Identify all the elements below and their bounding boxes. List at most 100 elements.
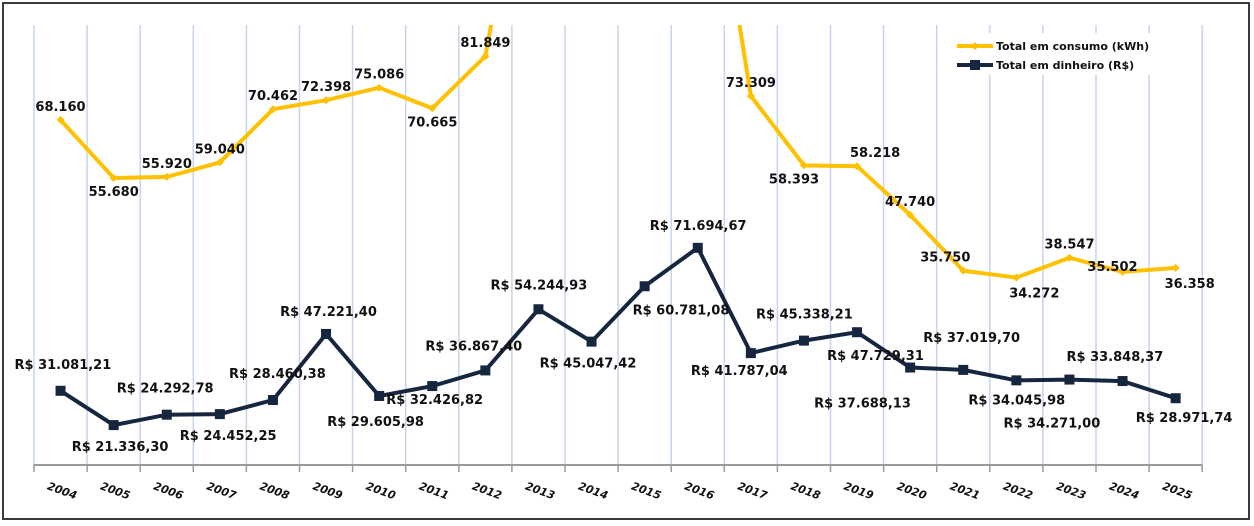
data-point-consumo	[1171, 263, 1180, 272]
x-tick-label: 2010	[364, 480, 398, 503]
x-tick-label: 2025	[1161, 480, 1195, 503]
data-label-dinheiro: R$ 37.688,13	[814, 397, 911, 412]
x-tick-label: 2008	[258, 480, 292, 503]
data-point-dinheiro	[586, 336, 597, 347]
data-point-dinheiro	[1011, 375, 1022, 386]
x-tick-label: 2007	[205, 480, 239, 503]
data-label-dinheiro: R$ 34.271,00	[1004, 417, 1101, 432]
data-point-dinheiro	[533, 304, 544, 315]
data-label-consumo: 70.462	[248, 89, 298, 104]
data-label-consumo: 58.218	[850, 146, 900, 161]
legend: Total em consumo (kWh) Total em dinheiro…	[955, 33, 1155, 75]
x-tick-label: 2013	[523, 480, 557, 503]
data-label-dinheiro: R$ 34.045,98	[968, 393, 1065, 408]
data-point-consumo	[56, 115, 65, 124]
x-tick-label: 2021	[948, 480, 981, 503]
data-label-consumo: 73.309	[726, 76, 776, 91]
data-label-dinheiro: R$ 28.460,38	[229, 367, 326, 382]
x-axis	[33, 464, 1203, 472]
legend-diamond-icon	[971, 42, 979, 50]
data-point-consumo	[1012, 273, 1021, 282]
data-point-dinheiro	[745, 348, 756, 359]
data-point-dinheiro	[798, 335, 809, 346]
x-axis-tick-labels: 2004 2005 2006 2007 2008 2009 2010 2011 2012 2013…	[46, 480, 1195, 503]
x-tick-label: 2017	[736, 480, 770, 503]
data-label-dinheiro: R$ 45.338,21	[756, 308, 853, 323]
series-line-consumo	[59, 25, 1176, 280]
x-tick-label: 2011	[417, 480, 450, 503]
data-label-dinheiro: R$ 29.605,98	[327, 415, 424, 430]
data-point-dinheiro	[267, 395, 278, 406]
data-label-consumo: 36.358	[1165, 277, 1215, 292]
data-label-consumo: 59.040	[195, 142, 245, 157]
data-label-dinheiro: R$ 28.971,74	[1136, 411, 1233, 426]
data-point-consumo	[109, 173, 118, 182]
data-point-dinheiro	[161, 409, 172, 420]
data-point-consumo	[375, 83, 384, 92]
data-point-consumo	[906, 210, 915, 219]
data-point-dinheiro	[55, 385, 66, 396]
x-tick-label: 2005	[99, 480, 133, 503]
data-label-dinheiro: R$ 32.426,82	[386, 393, 483, 408]
x-tick-label: 2006	[152, 480, 186, 503]
data-label-dinheiro: R$ 24.292,78	[117, 382, 214, 397]
data-label-consumo: 70.665	[407, 115, 457, 130]
x-tick-label: 2004	[46, 480, 79, 503]
data-label-consumo: 55.920	[142, 157, 192, 172]
data-point-consumo	[1065, 253, 1074, 262]
data-point-consumo	[746, 91, 755, 100]
data-point-consumo	[481, 52, 490, 61]
x-tick-label: 2016	[683, 480, 717, 503]
data-label-consumo: 72.398	[301, 80, 351, 95]
data-point-dinheiro	[1064, 374, 1075, 385]
x-tick-label: 2018	[789, 480, 823, 503]
legend-label-consumo: Total em consumo (kWh)	[996, 40, 1149, 53]
data-point-dinheiro	[427, 381, 438, 392]
data-point-consumo	[162, 172, 171, 181]
data-label-consumo: 47.740	[885, 195, 935, 210]
data-point-dinheiro	[1117, 376, 1128, 387]
x-tick-label: 2024	[1108, 480, 1141, 503]
data-label-consumo: 35.750	[920, 251, 970, 266]
x-tick-label: 2009	[311, 480, 345, 503]
data-point-consumo	[428, 104, 437, 113]
data-point-dinheiro	[480, 365, 491, 376]
data-point-consumo	[322, 96, 331, 105]
data-label-consumo: 75.086	[354, 68, 404, 83]
data-label-dinheiro: R$ 54.244,93	[491, 278, 588, 293]
data-point-dinheiro	[108, 420, 119, 431]
data-label-dinheiro: R$ 47.729,31	[827, 349, 924, 364]
data-label-dinheiro: R$ 37.019,70	[923, 331, 1020, 346]
data-label-consumo: 55.680	[89, 185, 139, 200]
x-tick-label: 2019	[842, 480, 876, 503]
x-tick-label: 2022	[1001, 480, 1035, 503]
data-point-dinheiro	[852, 327, 863, 338]
data-label-consumo: 81.849	[460, 36, 510, 51]
data-label-dinheiro: R$ 36.867,40	[425, 339, 522, 354]
data-point-consumo	[853, 162, 862, 171]
data-label-dinheiro: R$ 21.336,30	[72, 440, 169, 455]
data-point-consumo	[959, 266, 968, 275]
data-point-dinheiro	[639, 281, 650, 292]
x-tick-label: 2023	[1054, 480, 1088, 503]
data-point-dinheiro	[374, 390, 385, 401]
data-point-dinheiro	[692, 242, 703, 253]
data-point-dinheiro	[214, 409, 225, 420]
data-label-dinheiro: R$ 41.787,04	[691, 364, 788, 379]
data-point-consumo	[268, 105, 277, 114]
data-point-dinheiro	[905, 362, 916, 373]
x-tick-label: 2014	[577, 480, 610, 503]
data-label-consumo: 35.502	[1087, 260, 1137, 275]
legend-square-icon	[970, 60, 980, 70]
data-label-consumo: 58.393	[769, 172, 819, 187]
x-tick-label: 2012	[470, 480, 504, 503]
data-label-consumo: 68.160	[35, 100, 85, 115]
data-point-dinheiro	[958, 364, 969, 375]
legend-label-dinheiro: Total em dinheiro (R$)	[996, 59, 1134, 72]
data-label-dinheiro: R$ 47.221,40	[280, 305, 377, 320]
data-point-consumo	[215, 158, 224, 167]
data-label-dinheiro: R$ 45.047,42	[540, 357, 637, 372]
